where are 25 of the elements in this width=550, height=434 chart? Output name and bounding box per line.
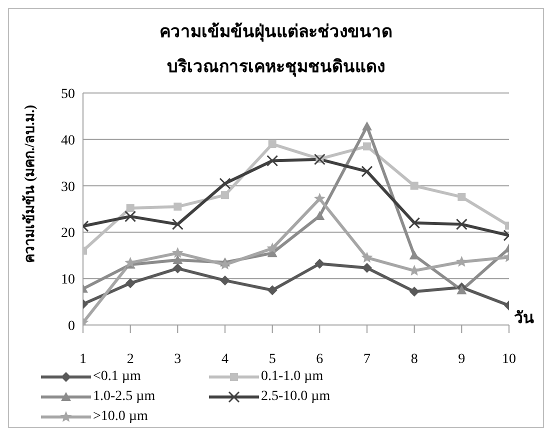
y-tick-label: 50 [61, 86, 75, 102]
x-tick-label: 1 [80, 352, 86, 367]
x-tick-label: 2 [126, 352, 134, 367]
x-tick-label: 5 [268, 352, 276, 367]
legend-label: 1.0-2.5 µm [93, 389, 156, 405]
x-tick-label: 10 [502, 352, 516, 367]
x-tick-label: 8 [410, 352, 418, 367]
y-axis-title: ความเข้มข้น (มคก./ลบ.ม.) [21, 104, 39, 264]
x-tick-label: 6 [316, 352, 324, 367]
chart-subtitle: บริเวณการเคหะชุมชนดินแดง [166, 56, 386, 79]
legend-label: >10.0 µm [93, 409, 148, 425]
x-axis-title: วัน [514, 309, 534, 329]
x-tick-label: 3 [174, 352, 182, 367]
y-tick-label: 20 [61, 226, 75, 242]
x-tick-label: 4 [222, 352, 228, 367]
x-tick-label: 7 [364, 352, 370, 367]
legend-label: <0.1 µm [93, 369, 141, 385]
y-tick-label: 30 [61, 180, 75, 195]
legend-label: 2.5-10.0 µm [261, 389, 330, 405]
x-tick-label: 9 [458, 352, 466, 367]
y-tick-label: 40 [61, 133, 75, 148]
chart-title: ความเข้มข้นฝุ่นแต่ละช่วงขนาด [158, 21, 394, 44]
y-tick-label: 10 [61, 272, 75, 288]
legend-label: 0.1-1.0 µm [261, 369, 324, 385]
y-tick-label: 0 [68, 318, 75, 334]
